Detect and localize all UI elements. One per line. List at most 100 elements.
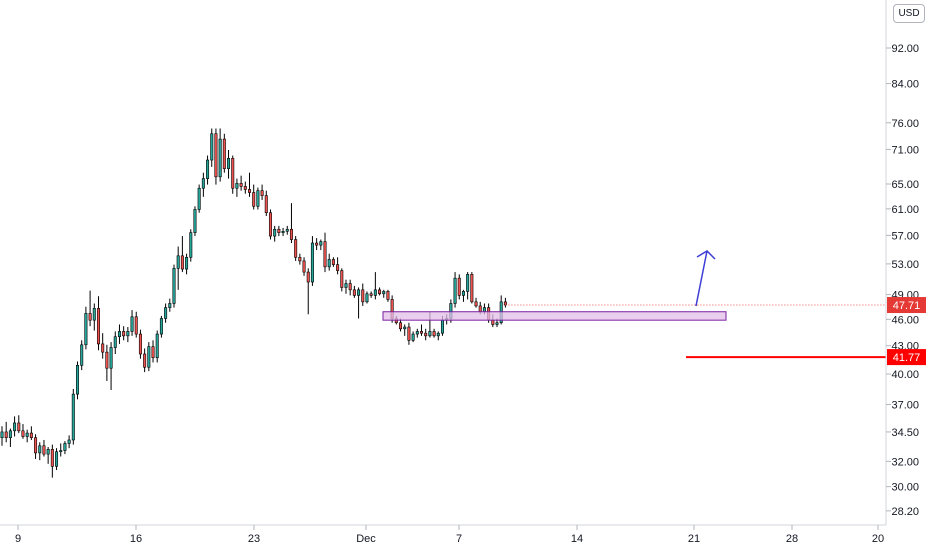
candle[interactable] xyxy=(71,388,75,445)
candle[interactable] xyxy=(21,424,25,439)
candle[interactable] xyxy=(96,296,100,351)
time-axis[interactable]: 9 16 23 Dec 7 14 21 28 20 xyxy=(15,525,884,545)
candle[interactable] xyxy=(117,324,121,344)
candle[interactable] xyxy=(470,272,474,304)
candle[interactable] xyxy=(25,429,29,443)
candle[interactable] xyxy=(407,322,411,345)
candle[interactable] xyxy=(336,257,340,275)
candle[interactable] xyxy=(92,303,96,331)
candle[interactable] xyxy=(151,340,155,363)
candle[interactable] xyxy=(419,324,423,336)
candle[interactable] xyxy=(84,306,88,350)
candle[interactable] xyxy=(503,297,507,308)
candle[interactable] xyxy=(310,236,314,286)
candle[interactable] xyxy=(29,426,33,440)
candle[interactable] xyxy=(403,324,407,336)
candle[interactable] xyxy=(331,257,335,267)
candle[interactable] xyxy=(38,442,42,461)
candle[interactable] xyxy=(197,184,201,213)
candle[interactable] xyxy=(4,421,8,443)
candle[interactable] xyxy=(411,331,415,343)
candle[interactable] xyxy=(80,340,84,371)
candle[interactable] xyxy=(109,342,113,391)
candle[interactable] xyxy=(147,342,151,372)
candle[interactable] xyxy=(105,344,109,381)
candle[interactable] xyxy=(260,184,264,200)
candle[interactable] xyxy=(143,348,147,373)
candle[interactable] xyxy=(424,328,428,341)
candle[interactable] xyxy=(180,236,184,273)
candle[interactable] xyxy=(281,227,285,237)
candle[interactable] xyxy=(13,416,17,437)
candle[interactable] xyxy=(415,328,419,338)
candle[interactable] xyxy=(193,206,197,237)
candle[interactable] xyxy=(34,434,38,459)
candle[interactable] xyxy=(319,239,323,251)
candle[interactable] xyxy=(235,178,239,197)
candle[interactable] xyxy=(130,310,134,336)
candle[interactable] xyxy=(248,172,252,197)
candle[interactable] xyxy=(210,128,214,167)
candle[interactable] xyxy=(185,253,189,275)
candle[interactable] xyxy=(268,209,272,240)
candle[interactable] xyxy=(206,155,210,185)
candle[interactable] xyxy=(369,291,373,298)
candle[interactable] xyxy=(315,238,319,251)
candle[interactable] xyxy=(164,303,168,323)
up-arrow-icon[interactable] xyxy=(695,250,716,307)
candle[interactable] xyxy=(88,290,92,327)
candle[interactable] xyxy=(256,187,260,210)
candle[interactable] xyxy=(46,446,50,464)
candle[interactable] xyxy=(285,225,289,235)
candle[interactable] xyxy=(42,439,46,457)
candle[interactable] xyxy=(344,279,348,294)
candle[interactable] xyxy=(340,268,344,292)
candle[interactable] xyxy=(373,272,377,300)
candle[interactable] xyxy=(357,287,361,319)
candle[interactable] xyxy=(378,287,382,296)
candle[interactable] xyxy=(159,315,163,338)
candle[interactable] xyxy=(352,285,356,298)
candle[interactable] xyxy=(218,128,222,182)
candle[interactable] xyxy=(474,297,478,308)
candle[interactable] xyxy=(323,232,327,273)
candle[interactable] xyxy=(138,329,142,359)
candle[interactable] xyxy=(222,133,226,173)
candle[interactable] xyxy=(436,331,440,341)
currency-button[interactable]: USD xyxy=(893,4,925,23)
candle[interactable] xyxy=(59,443,63,457)
candle[interactable] xyxy=(252,184,256,210)
candle[interactable] xyxy=(8,428,12,447)
candle[interactable] xyxy=(432,328,436,338)
candle[interactable] xyxy=(461,289,465,302)
candle[interactable] xyxy=(76,361,80,400)
candle[interactable] xyxy=(189,229,193,262)
candle[interactable] xyxy=(231,155,235,194)
price-axis[interactable]: 92.00 84.00 76.00 71.00 65.00 61.00 57.00 53.00… xyxy=(886,43,919,518)
candle[interactable] xyxy=(243,181,247,194)
candle[interactable] xyxy=(361,283,365,306)
candle[interactable] xyxy=(67,435,71,449)
candle[interactable] xyxy=(155,330,159,363)
candle[interactable] xyxy=(122,326,126,341)
candle[interactable] xyxy=(327,253,331,271)
candle[interactable] xyxy=(453,272,457,308)
candle[interactable] xyxy=(466,272,470,300)
candle[interactable] xyxy=(348,279,352,296)
candle[interactable] xyxy=(172,264,176,308)
candle[interactable] xyxy=(63,441,67,455)
candle[interactable] xyxy=(214,128,218,185)
candle[interactable] xyxy=(277,225,281,237)
candle[interactable] xyxy=(386,289,390,302)
candle[interactable] xyxy=(457,274,461,300)
candle[interactable] xyxy=(201,172,205,197)
candle[interactable] xyxy=(302,257,306,276)
candle[interactable] xyxy=(273,225,277,242)
candle[interactable] xyxy=(227,149,231,179)
candle[interactable] xyxy=(55,448,59,471)
candle[interactable] xyxy=(306,268,310,315)
candle[interactable] xyxy=(101,333,105,359)
candle[interactable] xyxy=(134,311,138,338)
candle[interactable] xyxy=(264,190,268,216)
candle[interactable] xyxy=(239,175,243,191)
